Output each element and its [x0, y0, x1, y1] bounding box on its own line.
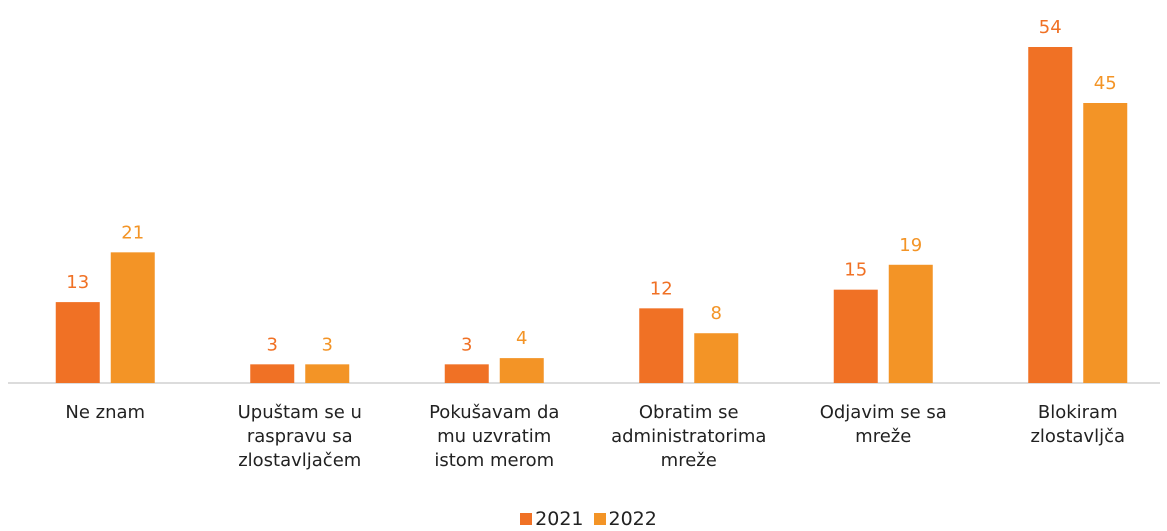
x-tick-label: Obratim se administratorima mreže: [611, 402, 767, 471]
x-tick-label: Pokušavam da mu uzvratim istom merom: [429, 402, 560, 471]
bar: [639, 308, 684, 383]
value-label: 13: [66, 272, 89, 293]
value-label: 19: [899, 235, 922, 256]
bar: [250, 364, 295, 383]
bar: [694, 333, 739, 383]
x-tick-label: Ne znam: [65, 402, 146, 423]
x-tick-label: Blokiram zlostavljča: [1030, 402, 1125, 447]
x-tick-label: Odjavim se sa mreže: [819, 402, 947, 447]
bar: [1083, 103, 1128, 383]
value-label: 3: [322, 334, 333, 355]
x-tick-label: Upuštam se u raspravu sa zlostavljačem: [237, 402, 362, 471]
legend-label: 2021: [535, 508, 584, 530]
value-label: 15: [844, 260, 867, 281]
bar: [305, 364, 350, 383]
bar: [444, 364, 489, 383]
value-label: 3: [461, 334, 472, 355]
bar: [833, 289, 878, 383]
value-label: 3: [267, 334, 278, 355]
legend-swatch: [520, 513, 533, 525]
value-label: 21: [121, 222, 144, 243]
bar: [55, 302, 100, 383]
legend: 2021 2022: [0, 508, 1167, 530]
value-label: 8: [711, 303, 722, 324]
bar: [888, 264, 933, 383]
value-label: 12: [650, 278, 673, 299]
legend-label: 2022: [608, 508, 657, 530]
bar: [1028, 47, 1073, 383]
bar: [110, 252, 155, 383]
value-label: 4: [516, 328, 527, 349]
legend-swatch: [593, 513, 606, 525]
value-label: 54: [1039, 17, 1062, 38]
bar: [499, 358, 544, 383]
value-label: 45: [1094, 73, 1117, 94]
